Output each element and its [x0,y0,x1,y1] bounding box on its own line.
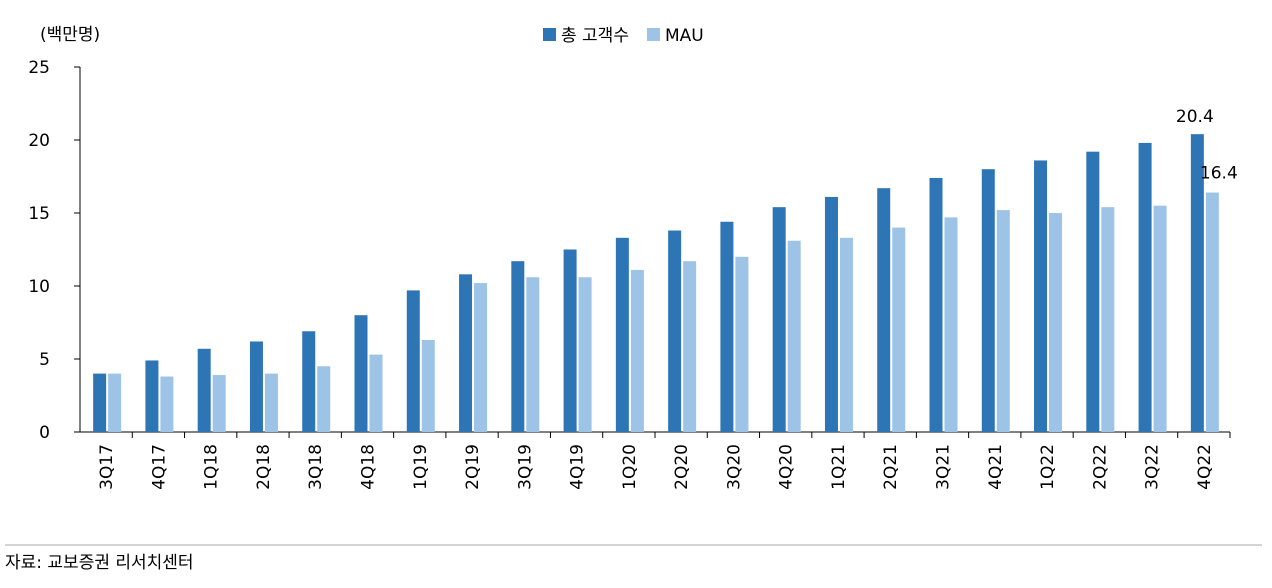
y-tick-label: 5 [39,350,50,370]
x-tick-label: 1Q20 [620,444,640,490]
bar [1049,213,1063,432]
bar [1205,192,1219,432]
bar [302,331,316,432]
legend-label: 총 고객수 [561,26,629,46]
bar [839,237,853,432]
bar [787,240,801,432]
y-tick-label: 10 [28,277,50,297]
legend-swatch [543,28,556,41]
x-tick-label: 3Q17 [97,444,117,490]
x-tick-label: 4Q18 [359,444,379,490]
x-tick-label: 2Q18 [254,444,274,490]
bar [1138,142,1152,433]
legend-swatch [646,28,660,41]
bar [93,373,107,432]
bar [145,360,159,432]
bar [996,210,1010,432]
bar [683,261,697,432]
x-tick-label: 2Q19 [463,444,483,490]
x-tick-label: 1Q21 [829,444,849,490]
value-label: 20.4 [1176,107,1214,127]
x-tick-label: 1Q22 [1038,444,1058,490]
y-axis-label: (백만명) [40,25,100,45]
x-tick-label: 4Q22 [1195,444,1215,490]
x-tick-label: 3Q22 [1143,444,1163,490]
bar [944,217,958,432]
y-tick-label: 25 [28,58,50,78]
bar [406,290,420,432]
bar [354,315,368,432]
bar [474,283,488,432]
bar [369,354,383,432]
bar [317,366,331,432]
bar [526,277,540,432]
bar [249,341,263,432]
x-tick-label: 3Q19 [515,444,535,490]
bar [630,269,644,432]
x-tick-label: 1Q19 [411,444,431,490]
bar [1101,207,1115,432]
bar [981,169,995,432]
value-label: 16.4 [1200,164,1238,184]
y-tick-label: 0 [39,423,50,443]
source: 자료: 교보증권 리서치센터 [5,553,194,573]
bar [668,230,682,432]
bar [212,375,226,432]
x-tick-label: 2Q22 [1090,444,1110,490]
bar [563,249,577,432]
bar [1190,134,1204,432]
bar [421,340,435,432]
bar [578,277,592,432]
bar [511,261,525,432]
bar [720,221,734,432]
x-tick-label: 3Q18 [306,444,326,490]
bar [160,376,174,432]
x-tick-label: 4Q20 [777,444,797,490]
x-tick-label: 4Q17 [149,444,169,490]
bar [264,373,278,432]
legend-label: MAU [665,26,704,46]
bar [197,348,211,432]
bar [892,227,906,432]
bar [1153,205,1167,432]
bar [877,188,891,432]
bar [108,373,122,432]
bar [1034,160,1048,432]
x-tick-label: 4Q21 [986,444,1006,490]
x-tick-label: 4Q19 [568,444,588,490]
bar [735,256,749,432]
bar [615,237,629,432]
y-tick-label: 20 [28,131,50,151]
bar [929,177,943,432]
y-tick-label: 15 [28,204,50,224]
x-tick-label: 3Q21 [934,444,954,490]
bar [824,196,838,432]
x-tick-label: 2Q20 [672,444,692,490]
bar [1086,151,1100,432]
x-tick-label: 3Q20 [724,444,744,490]
bar [772,207,786,432]
bar [459,274,473,432]
x-tick-label: 2Q21 [881,444,901,490]
x-tick-label: 1Q18 [202,444,222,490]
